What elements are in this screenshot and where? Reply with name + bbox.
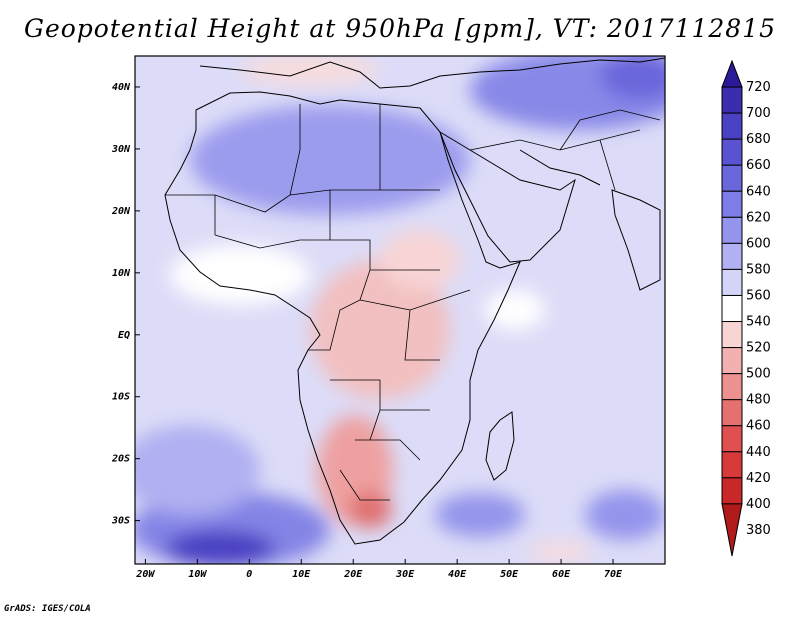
horn-neutral (485, 290, 545, 330)
colorbar-label: 720 (746, 80, 771, 95)
colorbar-swatch (721, 399, 743, 427)
colorbar-swatch (721, 451, 743, 479)
lon-tick-label: 70E (604, 569, 623, 580)
longitude-axis: 20W 10W 0 10E 20E 30E 40E 50E 60E 70E (135, 559, 623, 580)
colorbar-swatch (721, 190, 743, 218)
lon-tick-label: 20W (135, 569, 155, 580)
indian-ocean-high (585, 490, 665, 540)
lat-tick-label: 40N (112, 82, 131, 93)
map-title: Geopotential Height at 950hPa [gpm], VT:… (23, 14, 777, 43)
colorbar-top-arrow (721, 59, 743, 88)
colorbar-label: 620 (746, 210, 771, 225)
colorbar-swatch (721, 477, 743, 505)
lon-tick-label: 20E (343, 569, 363, 580)
african-borders (165, 104, 471, 501)
west-africa-neutral (170, 245, 310, 305)
colorbar-swatch (721, 242, 743, 270)
colorbar-label: 680 (746, 132, 771, 147)
south-africa-low (348, 492, 392, 528)
india-coastline (611, 189, 661, 291)
colorbar-swatch (721, 425, 743, 453)
lat-tick-label: 20S (111, 454, 130, 465)
colorbar: 720 700 680 660 640 620 600 580 560 540 520 500 480 4… (721, 59, 771, 557)
europe-coastline (199, 57, 665, 89)
lon-tick-label: 50E (500, 569, 519, 580)
colorbar-swatch (721, 216, 743, 244)
credit-label: GrADS: IGES/COLA (4, 604, 91, 614)
colorbar-swatch (721, 373, 743, 401)
sahara-high (190, 105, 470, 215)
africa-coastline (164, 91, 521, 545)
lon-tick-label: 30E (395, 569, 415, 580)
lon-tick-label: 60E (552, 569, 571, 580)
latitude-axis: 40N 30N 20N 10N EQ 10S 20S 30S (111, 82, 140, 527)
central-africa-low (310, 260, 450, 400)
lat-tick-label: 30N (111, 144, 131, 155)
madagascar-coastline (485, 411, 515, 481)
sahel-low (380, 230, 460, 290)
colorbar-label: 580 (746, 262, 771, 277)
lat-tick-label: 10S (112, 392, 130, 403)
lon-tick-label: 0 (246, 569, 252, 580)
colorbar-label: 380 (746, 523, 771, 538)
arabia-coastline (438, 130, 576, 263)
colorbar-bottom-arrow (721, 503, 743, 557)
lon-tick-label: 10W (188, 569, 207, 580)
colorbar-swatch (721, 138, 743, 166)
lat-tick-label: 20N (111, 206, 131, 217)
southern-ocean-low (530, 542, 590, 562)
lon-tick-label: 40E (448, 569, 467, 580)
plot-frame (134, 55, 666, 565)
colorbar-label: 420 (746, 471, 771, 486)
colorbar-label: 440 (746, 445, 771, 460)
asian-borders (469, 109, 661, 191)
colorbar-label: 560 (746, 288, 771, 303)
height-field (135, 56, 665, 564)
colorbar-label: 540 (746, 315, 771, 330)
south-atlantic-core (165, 530, 275, 564)
colorbar-swatch (721, 86, 743, 114)
colorbar-label: 520 (746, 341, 771, 356)
atlantic-mid (135, 425, 260, 515)
lat-tick-label: 10N (112, 268, 131, 279)
central-asia-high (600, 56, 665, 100)
colorbar-swatch (721, 347, 743, 375)
colorbar-label: 400 (746, 497, 771, 512)
madagascar-high (435, 493, 525, 537)
lat-tick-label: 30S (111, 516, 130, 527)
colorbar-label: 660 (746, 158, 771, 173)
coastlines (164, 57, 665, 545)
colorbar-label: 460 (746, 419, 771, 434)
colorbar-label: 600 (746, 236, 771, 251)
colorbar-swatch (721, 294, 743, 323)
mediterranean-low (240, 56, 380, 85)
lon-tick-label: 10E (292, 569, 311, 580)
colorbar-swatch (721, 164, 743, 192)
colorbar-label: 640 (746, 184, 771, 199)
colorbar-label: 500 (746, 367, 771, 382)
colorbar-swatch (721, 321, 743, 349)
colorbar-swatch (721, 112, 743, 140)
colorbar-label: 480 (746, 393, 771, 408)
colorbar-swatch (721, 268, 743, 296)
persian-gulf-coastline (519, 149, 601, 186)
lat-tick-label: EQ (118, 330, 130, 341)
colorbar-label: 700 (746, 106, 771, 121)
